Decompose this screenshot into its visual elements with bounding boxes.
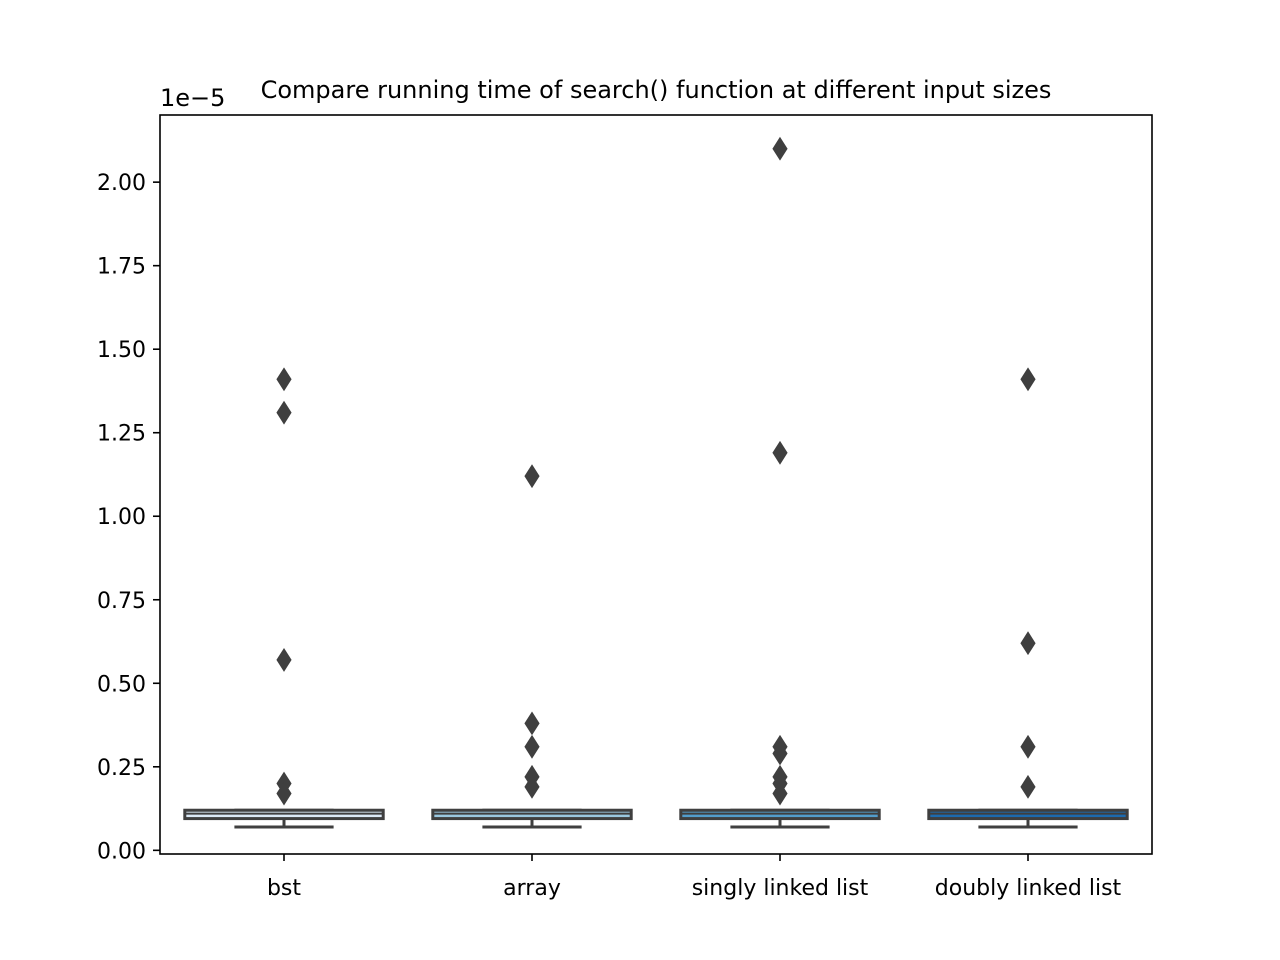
y-tick-label: 2.00 xyxy=(97,171,146,196)
outlier-point xyxy=(524,464,540,489)
outlier-point xyxy=(524,734,540,759)
plot-area-frame xyxy=(159,114,1153,855)
y-axis: 0.00 0.25 0.50 0.75 1.00 1.25 1.50 1.75 2.00 xyxy=(97,171,160,864)
x-tick-label: doubly linked list xyxy=(935,876,1122,901)
y-tick-label: 0.50 xyxy=(97,672,146,697)
outlier-point xyxy=(772,136,788,161)
outlier-point xyxy=(772,440,788,465)
y-tick-label: 1.25 xyxy=(97,422,146,447)
x-tick-label: singly linked list xyxy=(692,876,869,901)
outlier-point xyxy=(1020,734,1036,759)
boxes-layer xyxy=(183,136,1129,829)
y-tick-label: 0.00 xyxy=(97,839,146,864)
chart-title: Compare running time of search() functio… xyxy=(261,76,1052,104)
y-axis-offset-label: 1e−5 xyxy=(160,84,225,112)
outlier-point xyxy=(276,400,292,425)
x-axis: bst array singly linked list doubly linked … xyxy=(267,854,1122,901)
y-tick-label: 1.00 xyxy=(97,505,146,530)
outlier-point xyxy=(1020,367,1036,392)
y-tick-label: 0.75 xyxy=(97,589,146,614)
x-tick-label: array xyxy=(503,876,561,901)
box-group xyxy=(927,367,1129,829)
box-group xyxy=(679,136,881,829)
outlier-point xyxy=(276,647,292,672)
outlier-point xyxy=(276,367,292,392)
box-group xyxy=(431,464,633,829)
outlier-point xyxy=(1020,774,1036,799)
outlier-point xyxy=(772,781,788,806)
outlier-point xyxy=(524,711,540,736)
outlier-point xyxy=(524,774,540,799)
y-tick-label: 1.75 xyxy=(97,255,146,280)
box-group xyxy=(183,367,385,829)
outlier-point xyxy=(276,781,292,806)
y-tick-label: 0.25 xyxy=(97,756,146,781)
outlier-point xyxy=(1020,631,1036,656)
outlier-point xyxy=(772,741,788,766)
x-tick-label: bst xyxy=(267,876,301,901)
y-tick-label: 1.50 xyxy=(97,338,146,363)
